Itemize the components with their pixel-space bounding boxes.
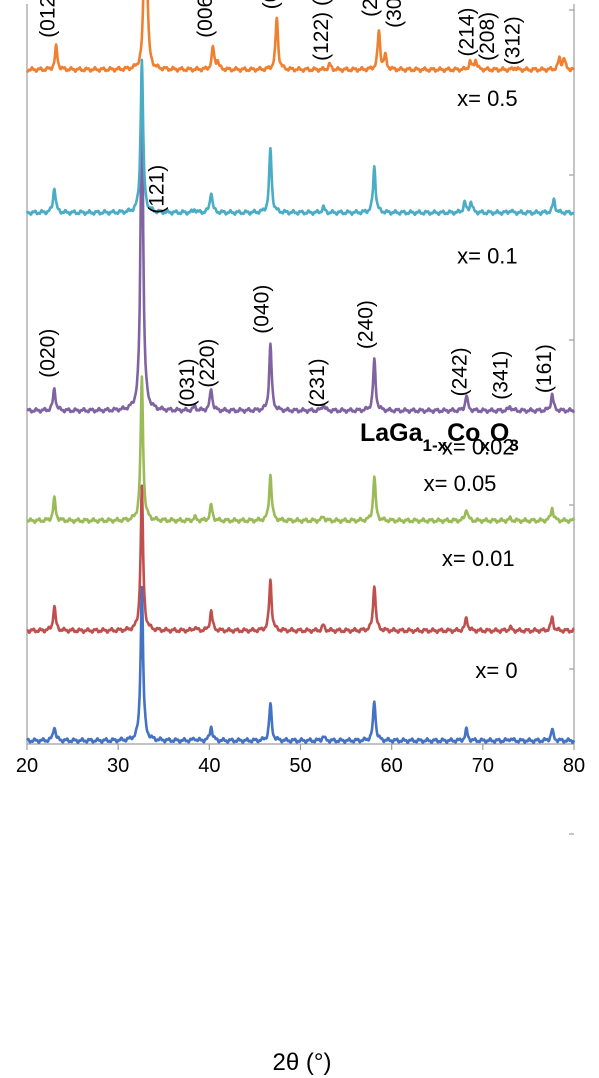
- x-tick-label: 40: [198, 755, 220, 777]
- miller-index-label: (214): [456, 7, 479, 56]
- miller-index-label: (341): [489, 351, 512, 400]
- miller-index-label: (220): [196, 339, 219, 388]
- series-layer: [25, 0, 576, 745]
- miller-index-label: (242): [448, 347, 471, 396]
- miller-index-label: (312): [501, 16, 524, 65]
- x-tick-label: 60: [381, 755, 403, 777]
- series-line: [26, 375, 576, 525]
- miller-index-label: (208): [476, 12, 499, 61]
- miller-index-label: (122) (116): [310, 0, 333, 61]
- miller-index-label: (012): [36, 0, 59, 38]
- miller-index-label: (020): [36, 329, 59, 378]
- miller-index-label: (031): [176, 358, 199, 407]
- miller-index-label: (161): [533, 344, 556, 393]
- x-tick-label: 30: [107, 755, 129, 777]
- miller-index-label: (300): [383, 0, 406, 28]
- axes: 20 30 40 50 60 70 80: [16, 4, 585, 835]
- series-label: x= 0: [475, 658, 517, 683]
- chart-title: LaGa1-xCoxO3: [360, 419, 519, 455]
- miller-index-label: (231): [306, 358, 329, 407]
- x-tick-label: 20: [16, 755, 38, 777]
- miller-index-label: (240): [355, 300, 378, 349]
- series-line: [26, 585, 576, 745]
- x-tick-label: 80: [563, 755, 585, 777]
- miller-index-label: (040): [251, 285, 274, 334]
- x-axis-title: 2θ (°): [273, 1049, 332, 1076]
- series-label: x= 0.5: [457, 86, 518, 111]
- series-label: x= 0.02: [442, 435, 515, 460]
- series-line: [25, 0, 575, 74]
- x-tick-label: 50: [289, 755, 311, 777]
- x-tick-label: 70: [472, 755, 494, 777]
- series-label: x= 0.01: [442, 546, 515, 571]
- miller-index-label: (006)(202): [194, 0, 217, 38]
- miller-index-label: (214): [359, 0, 382, 17]
- series-line: [26, 70, 576, 415]
- series-line: [25, 58, 575, 217]
- series-line: [26, 484, 575, 635]
- miller-index-label: (024): [260, 0, 283, 9]
- miller-index-label: (121): [146, 165, 169, 214]
- labels-layer: x= 0.5 x= 0.1 x= 0.05 x= 0.02 x= 0.01 x= 0 (01…: [36, 0, 556, 683]
- series-label: x= 0.05: [424, 471, 497, 496]
- series-label: x= 0.1: [457, 243, 518, 268]
